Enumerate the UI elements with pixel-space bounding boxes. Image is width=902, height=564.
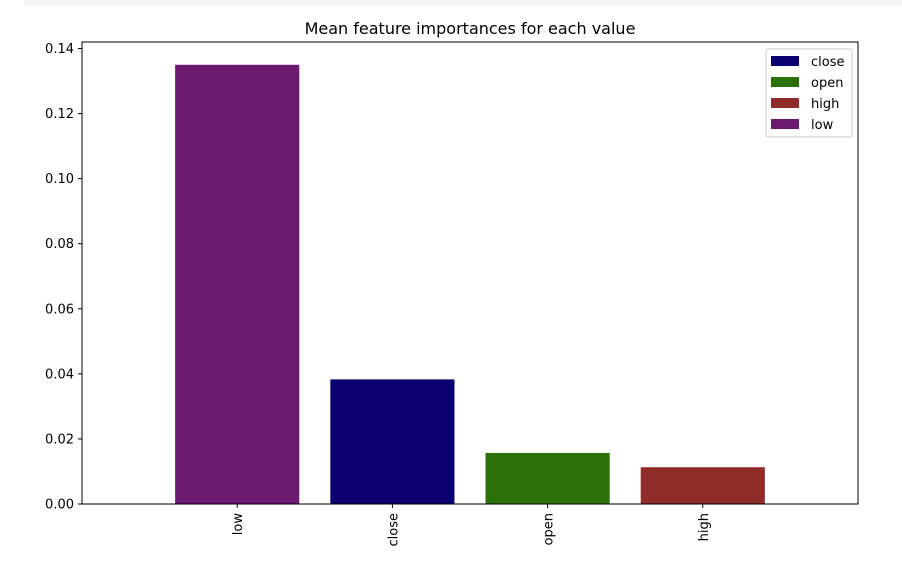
chart-title: Mean feature importances for each value (305, 19, 636, 38)
legend-label: low (811, 118, 834, 133)
y-tick-label: 0.02 (45, 432, 74, 447)
y-tick-label: 0.08 (45, 237, 74, 252)
y-tick-label: 0.04 (45, 367, 74, 382)
y-tick-label: 0.10 (45, 172, 74, 187)
bar-low (175, 64, 300, 504)
bar-close (330, 379, 455, 504)
x-axis: low close open high (231, 504, 712, 546)
x-tick-label: open (542, 513, 557, 545)
plot-frame (81, 41, 859, 505)
y-axis: 0.00 0.02 0.04 0.06 0.08 0.10 0.12 0.14 (45, 42, 82, 513)
y-tick-label: 0.14 (45, 42, 74, 57)
legend-swatch-close (771, 56, 799, 66)
x-tick-label: high (697, 513, 712, 541)
y-tick-label: 0.12 (45, 107, 74, 122)
legend-swatch-high (771, 98, 799, 108)
bar-high (640, 467, 765, 504)
top-strip (24, 0, 902, 6)
legend-swatch-low (771, 119, 799, 129)
bars (175, 64, 765, 504)
legend-label: high (811, 97, 839, 112)
y-tick-label: 0.00 (45, 498, 74, 513)
y-tick-label: 0.06 (45, 302, 74, 317)
x-tick-label: low (231, 513, 246, 536)
legend-box (765, 48, 853, 138)
legend-label: close (811, 55, 844, 70)
bar-open (485, 452, 610, 504)
legend: close open high low (765, 48, 853, 138)
legend-swatch-open (771, 77, 799, 87)
x-tick-label: close (386, 513, 401, 546)
legend-label: open (811, 76, 843, 91)
